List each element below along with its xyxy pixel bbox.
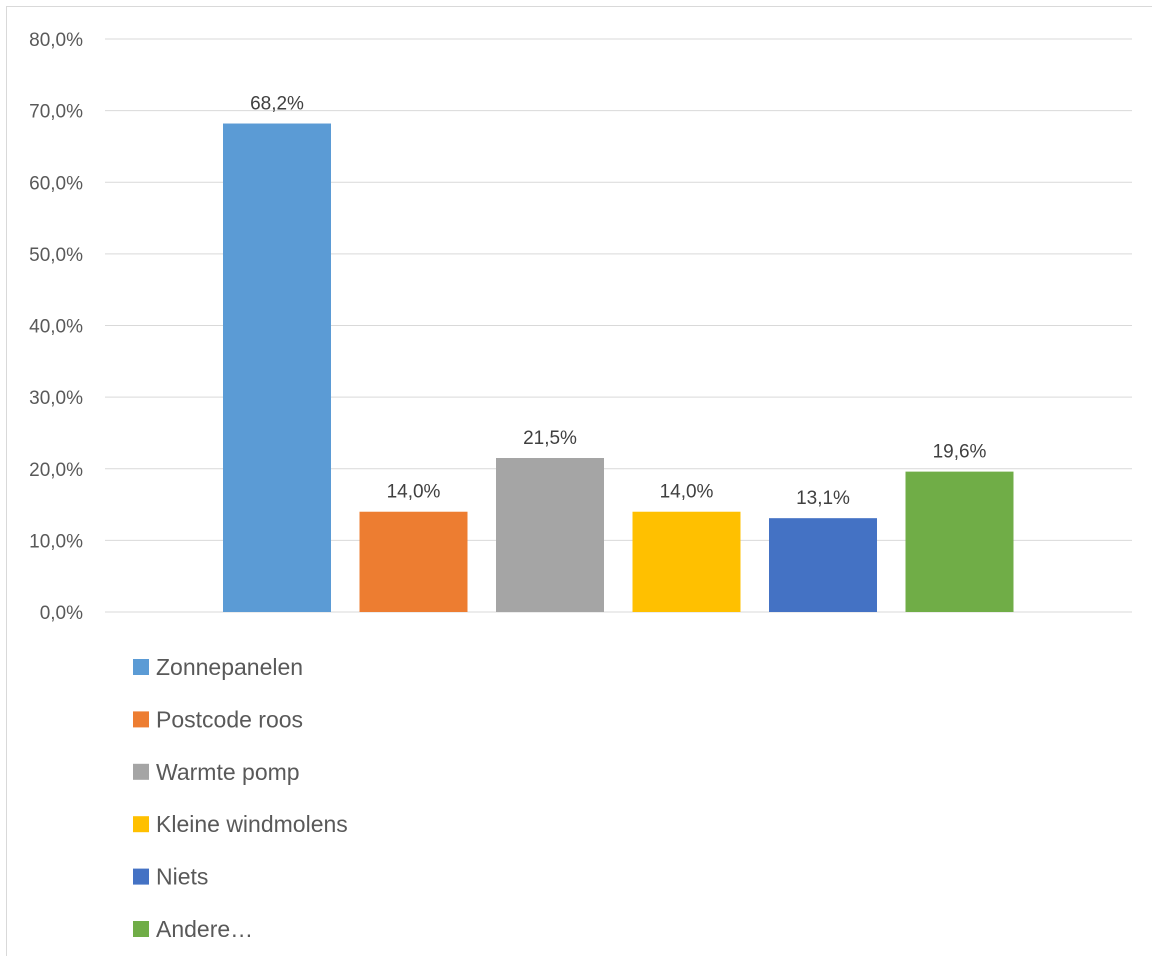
legend-label: Zonnepanelen <box>156 654 303 680</box>
y-tick-label: 30,0% <box>29 388 83 409</box>
legend-label: Warmte pomp <box>156 759 300 785</box>
y-tick-label: 60,0% <box>29 173 83 194</box>
bar-6 <box>905 471 1014 612</box>
data-label: 19,6% <box>933 442 987 463</box>
bars <box>223 123 1014 612</box>
legend-swatch <box>133 711 149 728</box>
y-tick-label: 50,0% <box>29 245 83 266</box>
data-label: 14,0% <box>387 482 441 503</box>
data-label: 14,0% <box>660 482 714 503</box>
y-tick-label: 40,0% <box>29 317 83 338</box>
data-label: 13,1% <box>796 488 850 509</box>
bar-3 <box>496 458 604 612</box>
y-tick-label: 80,0% <box>29 30 83 51</box>
legend: Zonnepanelen Postcode roos Warmte pomp Klei… <box>133 654 348 942</box>
data-label: 21,5% <box>523 428 577 449</box>
data-labels: 68,2% 14,0% 21,5% 14,0% 13,1% 19,6% <box>250 94 986 510</box>
legend-swatch <box>133 868 149 885</box>
bar-4 <box>632 511 741 612</box>
legend-label: Niets <box>156 864 208 890</box>
y-axis: 0,0% 10,0% 20,0% 30,0% 40,0% 50,0% 60,0% 70,0% 8… <box>29 30 83 624</box>
chart-frame <box>6 6 1152 956</box>
y-tick-label: 0,0% <box>40 603 83 624</box>
gridlines <box>105 38 1132 613</box>
data-label: 68,2% <box>250 94 304 115</box>
legend-swatch <box>133 659 149 675</box>
bar-5 <box>769 518 877 612</box>
legend-label: Andere… <box>156 916 253 942</box>
legend-swatch <box>133 763 149 780</box>
y-tick-label: 10,0% <box>29 531 83 552</box>
y-tick-label: 20,0% <box>29 460 83 481</box>
legend-swatch <box>133 921 149 937</box>
legend-label: Kleine windmolens <box>156 811 348 837</box>
y-tick-label: 70,0% <box>29 102 83 123</box>
legend-label: Postcode roos <box>156 706 303 732</box>
bar-1 <box>223 123 331 612</box>
legend-swatch <box>133 816 149 833</box>
bar-2 <box>359 511 468 612</box>
